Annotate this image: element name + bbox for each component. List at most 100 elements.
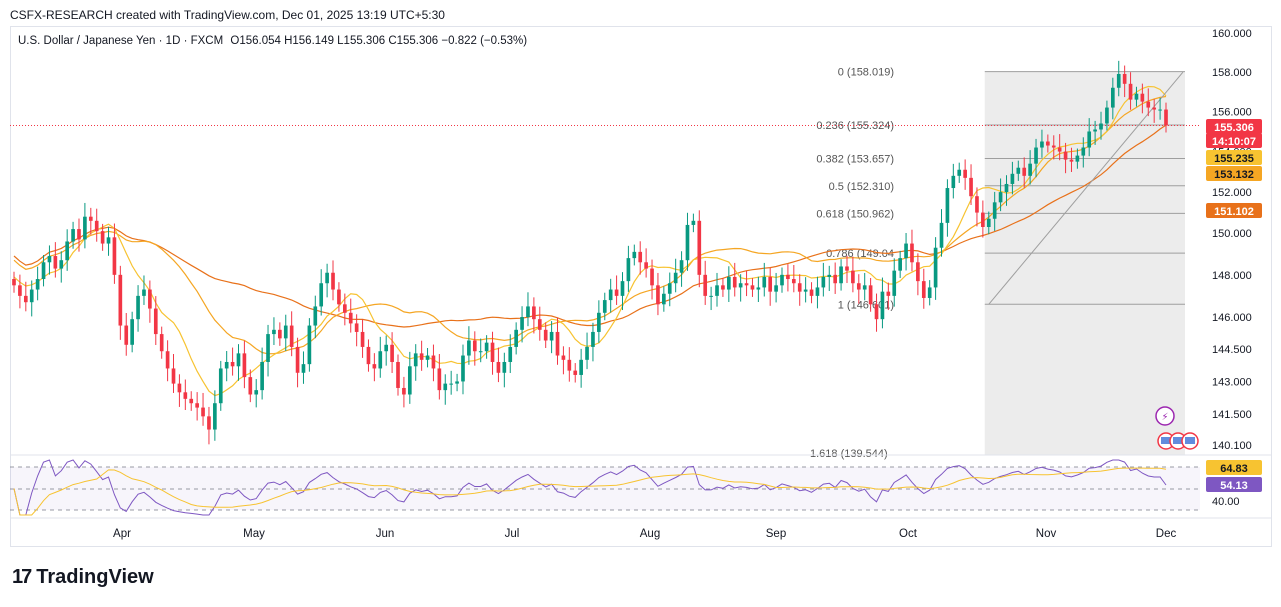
candle-body (880, 291, 885, 320)
candle-body (142, 289, 146, 296)
candle-body (851, 270, 855, 284)
candle-body (774, 285, 778, 292)
candle-body (1122, 73, 1127, 84)
candle-body (124, 325, 129, 345)
symbol-legend[interactable]: U.S. Dollar / Japanese Yen · 1D · FXCM O… (18, 35, 527, 47)
candle-body (1081, 147, 1086, 156)
candle-body (827, 274, 832, 277)
ma-slow-line (13, 124, 1167, 328)
candle-body (927, 287, 932, 298)
candle-body (744, 283, 749, 286)
rsi-badge (1206, 460, 1262, 475)
candle-body (697, 220, 702, 275)
alert-icon (1155, 406, 1175, 426)
candle-body (1022, 167, 1027, 176)
candle-body (502, 361, 507, 373)
candle-body (189, 398, 194, 404)
candle-body (1134, 93, 1139, 100)
candle-body (478, 351, 483, 353)
price-badge (1206, 150, 1262, 165)
candle-body (342, 304, 347, 313)
candle-body (1040, 141, 1044, 148)
candle-body (626, 258, 631, 282)
candle-body (638, 251, 643, 263)
price-tick-label: 156.000 (1212, 107, 1252, 119)
flag-icon-fill (1173, 437, 1183, 444)
candle-body (963, 169, 967, 178)
candle-body (620, 281, 625, 296)
rsi-ma-line (13, 467, 1167, 516)
candle-body (768, 276, 773, 292)
ma-fast-line (13, 85, 1167, 397)
candle-body (148, 289, 152, 309)
fib-label: 1 (146.601) (838, 299, 894, 311)
candle-body (591, 331, 595, 347)
candle-body (1116, 73, 1121, 88)
candle-body (106, 237, 111, 244)
rsi-badge-label: 54.13 (1220, 480, 1248, 492)
candle-body (1158, 109, 1162, 111)
candle-body (260, 361, 264, 391)
candle-body (662, 293, 666, 305)
candle-body (537, 319, 542, 330)
candle-body (1152, 107, 1157, 110)
candle-body (29, 289, 34, 303)
candle-body (508, 346, 513, 362)
candle-body (213, 403, 217, 430)
candle-body (366, 346, 371, 365)
candle-body (921, 281, 926, 298)
candle-body (791, 279, 796, 284)
candle-body (65, 241, 70, 261)
candle-body (667, 283, 672, 294)
candle-body (1034, 147, 1038, 164)
price-tick-label: 158.000 (1212, 67, 1252, 79)
candle-body (1063, 151, 1068, 160)
trend-line (988, 71, 1184, 305)
candle-body (845, 266, 849, 271)
candle-body (721, 285, 725, 290)
candle-body (821, 276, 826, 288)
candle-body (413, 353, 418, 367)
candle-body (886, 291, 891, 296)
candle-body (715, 285, 719, 296)
candle-body (691, 220, 696, 225)
price-badge-label: 155.235 (1214, 153, 1254, 165)
candle-body (372, 364, 377, 369)
candle-body (1105, 107, 1109, 124)
time-axis-label: Dec (1156, 528, 1177, 540)
candle-body (608, 289, 613, 301)
candle-body (449, 383, 454, 385)
candle-body (644, 262, 648, 269)
candle-body (455, 381, 459, 384)
candle-body (77, 229, 81, 240)
candle-body (904, 243, 908, 259)
candle-body (467, 340, 471, 356)
price-badge-label: 155.306 (1214, 122, 1254, 134)
tradingview-logo[interactable]: 17 TradingView (12, 566, 154, 589)
candle-body (331, 272, 335, 290)
candle-body (88, 216, 93, 221)
candle-body (242, 353, 247, 378)
candle-body (945, 188, 950, 223)
fib-label: 0.236 (155.324) (816, 120, 894, 132)
candle-body (35, 279, 40, 290)
attribution-header: CSFX-RESEARCH created with TradingView.c… (10, 8, 445, 22)
candle-body (419, 353, 424, 360)
candle-body (183, 392, 188, 399)
candle-body (195, 403, 199, 408)
candle-body (319, 283, 324, 307)
candle-body (437, 368, 442, 391)
candle-body (815, 287, 820, 296)
candle-body (224, 361, 229, 369)
candle-body (100, 231, 105, 244)
fib-label: 1.618 (139.544) (810, 448, 888, 460)
alert-icon-glyph: ⚡ (1161, 412, 1168, 423)
rsi-tick-label: 40.00 (1212, 496, 1240, 508)
candle-body (325, 272, 329, 284)
candle-body (868, 285, 873, 305)
candle-body (53, 256, 58, 269)
candle-body (1028, 163, 1032, 176)
candle-body (1128, 83, 1133, 100)
price-badge-label: 153.132 (1214, 169, 1254, 181)
